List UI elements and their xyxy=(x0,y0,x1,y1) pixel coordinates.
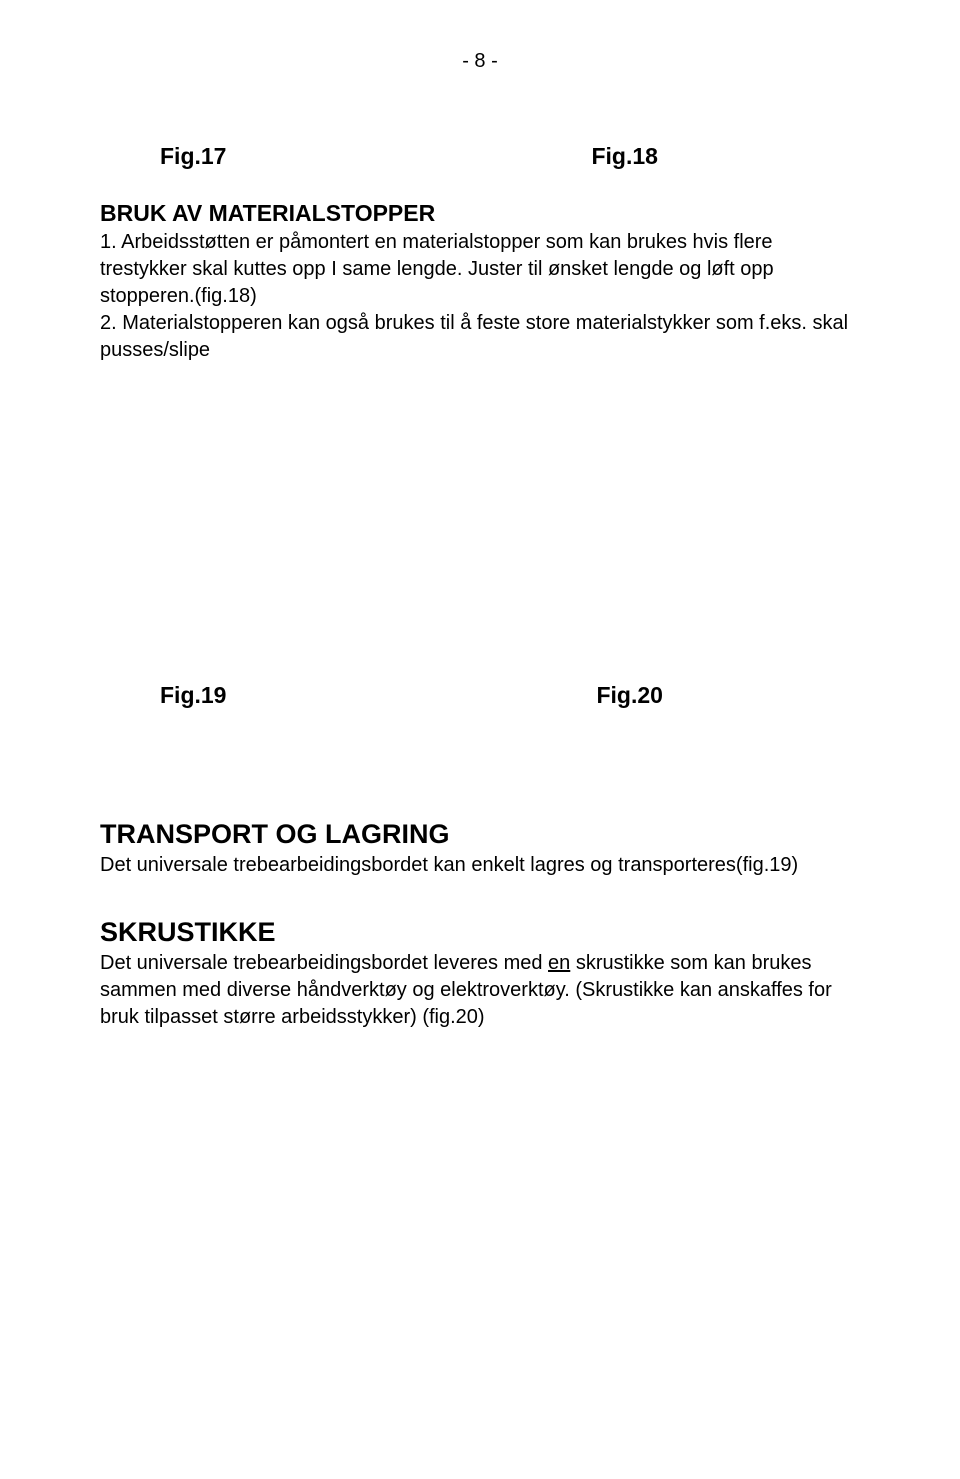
section3-underline: en xyxy=(548,952,570,974)
figure-label-18: Fig.18 xyxy=(591,143,657,170)
figure-label-19: Fig.19 xyxy=(160,682,226,709)
section-heading-2: TRANSPORT OG LAGRING xyxy=(100,819,860,850)
figure-label-20: Fig.20 xyxy=(596,682,662,709)
section1-para1: 1. Arbeidsstøtten er påmontert en materi… xyxy=(100,229,860,310)
figure-label-row-2: Fig.19 Fig.20 xyxy=(100,682,860,709)
section-transport-og-lagring: TRANSPORT OG LAGRING Det universale treb… xyxy=(100,819,860,879)
figure-label-17: Fig.17 xyxy=(160,143,226,170)
section-heading-1: BRUK AV MATERIALSTOPPER xyxy=(100,200,860,227)
section3-para: Det universale trebearbeidingsbordet lev… xyxy=(100,950,860,1031)
section3-text-before: Det universale trebearbeidingsbordet lev… xyxy=(100,952,548,974)
figure-label-row-1: Fig.17 Fig.18 xyxy=(100,143,860,170)
section-bruk-av-materialstopper: BRUK AV MATERIALSTOPPER 1. Arbeidsstøtte… xyxy=(100,200,860,364)
section-skrustikke: SKRUSTIKKE Det universale trebearbeiding… xyxy=(100,917,860,1031)
document-page: - 8 - Fig.17 Fig.18 BRUK AV MATERIALSTOP… xyxy=(0,0,960,1119)
section2-para: Det universale trebearbeidingsbordet kan… xyxy=(100,852,860,879)
page-number: - 8 - xyxy=(100,50,860,73)
vertical-spacer xyxy=(100,402,860,682)
section1-para2: 2. Materialstopperen kan også brukes til… xyxy=(100,310,860,364)
section-heading-3: SKRUSTIKKE xyxy=(100,917,860,948)
